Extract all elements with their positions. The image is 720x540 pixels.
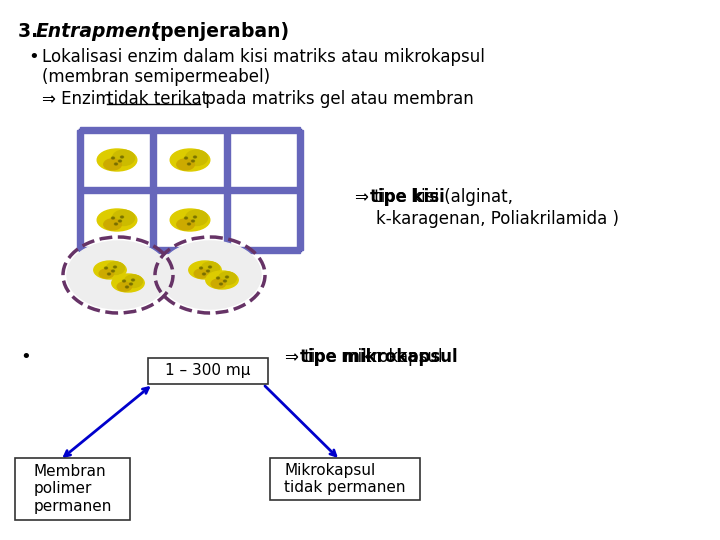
Ellipse shape: [217, 277, 220, 279]
Ellipse shape: [117, 282, 132, 291]
Ellipse shape: [112, 217, 114, 219]
Ellipse shape: [107, 262, 125, 274]
Text: •: •: [20, 348, 31, 366]
Ellipse shape: [206, 271, 238, 289]
Ellipse shape: [104, 219, 122, 230]
Bar: [148, 358, 268, 384]
Ellipse shape: [223, 280, 227, 282]
Ellipse shape: [187, 223, 191, 225]
Text: 3.: 3.: [18, 22, 45, 41]
Ellipse shape: [112, 157, 114, 159]
Ellipse shape: [120, 156, 124, 158]
Ellipse shape: [132, 279, 135, 281]
Ellipse shape: [202, 273, 205, 275]
Ellipse shape: [125, 286, 128, 288]
Text: ⇒ Enzim: ⇒ Enzim: [42, 90, 117, 108]
Bar: [297, 130, 303, 250]
Ellipse shape: [192, 160, 194, 162]
Text: (membran semipermeabel): (membran semipermeabel): [42, 68, 270, 86]
Ellipse shape: [194, 269, 209, 278]
Ellipse shape: [112, 150, 135, 165]
Bar: [150, 130, 156, 250]
Text: Membran
polimer
permanen: Membran polimer permanen: [33, 464, 112, 514]
Bar: [15, 458, 130, 520]
Ellipse shape: [107, 273, 110, 275]
Ellipse shape: [207, 270, 210, 272]
Ellipse shape: [114, 223, 117, 225]
Ellipse shape: [94, 261, 126, 279]
Ellipse shape: [67, 241, 169, 309]
Ellipse shape: [194, 156, 197, 158]
Ellipse shape: [159, 241, 261, 309]
Bar: [270, 458, 420, 500]
Text: (penjeraban): (penjeraban): [145, 22, 289, 41]
Ellipse shape: [112, 270, 114, 272]
Ellipse shape: [170, 209, 210, 231]
Ellipse shape: [189, 261, 221, 279]
Ellipse shape: [211, 279, 225, 288]
Text: k-karagenan, Poliakrilamida ): k-karagenan, Poliakrilamida ): [355, 210, 619, 228]
Text: tipe mikrokapsul: tipe mikrokapsul: [300, 348, 458, 366]
Ellipse shape: [99, 269, 114, 278]
Text: pada matriks gel atau membran: pada matriks gel atau membran: [200, 90, 474, 108]
Text: Mikrokapsul
tidak permanen: Mikrokapsul tidak permanen: [284, 463, 406, 495]
Ellipse shape: [225, 276, 228, 278]
Ellipse shape: [220, 283, 222, 285]
Ellipse shape: [184, 217, 187, 219]
Ellipse shape: [125, 275, 143, 287]
Text: 1 – 300 mμ: 1 – 300 mμ: [166, 363, 251, 379]
Text: •: •: [28, 48, 39, 66]
Ellipse shape: [130, 283, 132, 285]
Ellipse shape: [218, 272, 236, 285]
Ellipse shape: [97, 209, 137, 231]
Ellipse shape: [97, 149, 137, 171]
Ellipse shape: [120, 216, 124, 218]
Bar: [77, 130, 83, 250]
Text: ⇒ tipe mikrokapsul: ⇒ tipe mikrokapsul: [285, 348, 443, 366]
Ellipse shape: [112, 210, 135, 226]
Ellipse shape: [114, 266, 117, 268]
Ellipse shape: [177, 219, 194, 230]
Ellipse shape: [177, 159, 194, 170]
Ellipse shape: [104, 159, 122, 170]
Ellipse shape: [114, 163, 117, 165]
Text: ⇒ tipe kisi (alginat,: ⇒ tipe kisi (alginat,: [355, 188, 513, 206]
Text: tidak terikat: tidak terikat: [107, 90, 208, 108]
Ellipse shape: [122, 280, 125, 282]
Ellipse shape: [184, 157, 187, 159]
Ellipse shape: [186, 150, 207, 165]
Ellipse shape: [209, 266, 212, 268]
Ellipse shape: [192, 220, 194, 222]
Bar: [80, 127, 300, 133]
Text: Lokalisasi enzim dalam kisi matriks atau mikrokapsul: Lokalisasi enzim dalam kisi matriks atau…: [42, 48, 485, 66]
Ellipse shape: [194, 216, 197, 218]
Text: tipe kisi: tipe kisi: [370, 188, 445, 206]
Ellipse shape: [112, 274, 144, 292]
Text: Entrapment: Entrapment: [36, 22, 161, 41]
Ellipse shape: [170, 149, 210, 171]
Bar: [224, 130, 230, 250]
Ellipse shape: [186, 210, 207, 226]
Ellipse shape: [119, 160, 122, 162]
Ellipse shape: [119, 220, 122, 222]
Ellipse shape: [199, 267, 202, 269]
Ellipse shape: [202, 262, 220, 274]
Ellipse shape: [187, 163, 191, 165]
Ellipse shape: [104, 267, 107, 269]
Bar: [80, 247, 300, 253]
Bar: [80, 187, 300, 193]
